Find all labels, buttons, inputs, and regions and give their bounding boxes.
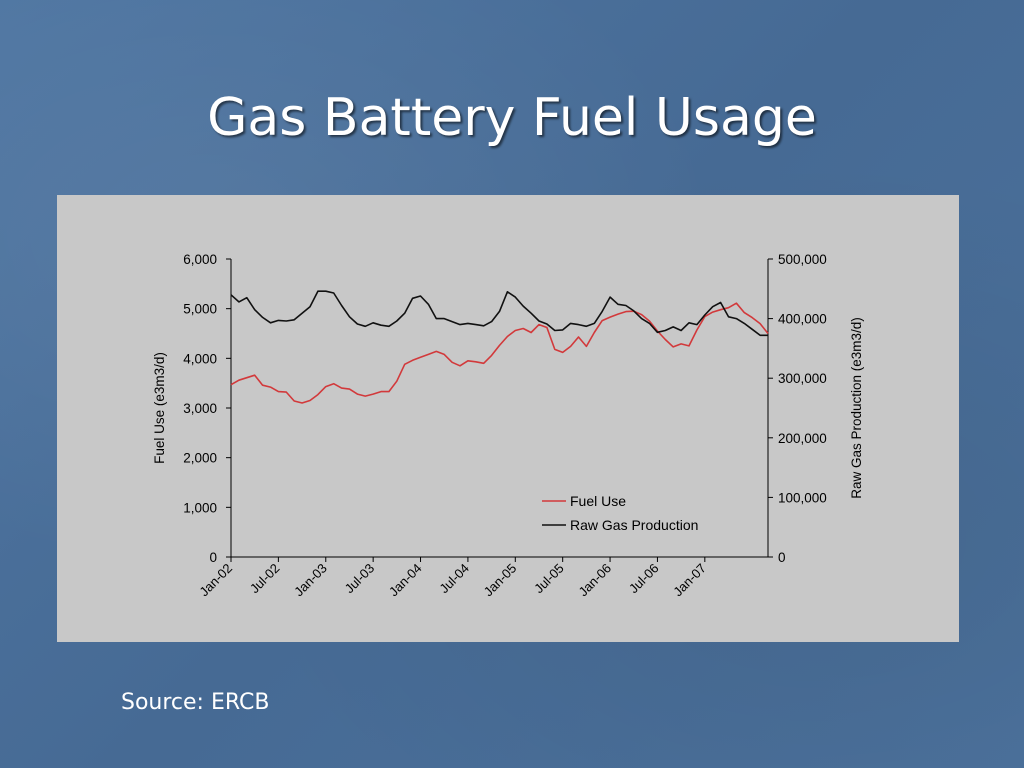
left-tick-label: 5,000 xyxy=(183,302,217,317)
x-tick-label: Jul-02 xyxy=(247,561,283,597)
right-tick-label: 500,000 xyxy=(778,252,827,267)
legend-label: Fuel Use xyxy=(570,493,626,509)
x-tick-label: Jul-04 xyxy=(436,561,472,597)
right-tick-label: 100,000 xyxy=(778,490,827,505)
right-axis-title: Raw Gas Production (e3m3/d) xyxy=(849,317,864,499)
source-note: Source: ERCB xyxy=(121,690,270,715)
x-tick-label: Jan-07 xyxy=(670,561,709,600)
legend: Fuel Use Raw Gas Production xyxy=(542,493,698,533)
x-tick-label: Jul-03 xyxy=(342,561,378,597)
left-tick-label: 0 xyxy=(209,550,217,565)
left-tick-label: 1,000 xyxy=(183,500,217,515)
left-tick-label: 4,000 xyxy=(183,351,217,366)
x-tick-label: Jan-02 xyxy=(196,561,235,600)
raw-gas-production-line xyxy=(230,290,768,337)
left-tick-label: 2,000 xyxy=(183,451,217,466)
legend-label: Raw Gas Production xyxy=(570,517,698,533)
fuel-usage-chart: 6,000 5,000 4,000 3,000 2,000 1,000 0 500,000 40… xyxy=(152,252,864,599)
right-tick-label: 300,000 xyxy=(778,371,827,386)
right-tick-label: 400,000 xyxy=(778,312,827,327)
chart-panel: 6,000 5,000 4,000 3,000 2,000 1,000 0 500,000 40… xyxy=(57,195,959,642)
x-tick-label: Jul-05 xyxy=(531,561,567,597)
x-tick-label: Jul-06 xyxy=(626,561,662,597)
series-layer xyxy=(230,290,769,404)
x-tick-label: Jan-03 xyxy=(291,561,330,600)
fuel-use-line xyxy=(230,302,769,404)
right-tick-label: 200,000 xyxy=(778,431,827,446)
slide-title: Gas Battery Fuel Usage xyxy=(207,88,817,148)
axes-layer: 6,000 5,000 4,000 3,000 2,000 1,000 0 500,000 40… xyxy=(152,252,864,599)
left-axis-title: Fuel Use (e3m3/d) xyxy=(152,352,167,464)
x-tick-label: Jan-04 xyxy=(386,561,425,600)
left-tick-label: 6,000 xyxy=(183,252,217,267)
left-tick-label: 3,000 xyxy=(183,401,217,416)
x-tick-label: Jan-06 xyxy=(575,561,614,600)
x-tick-label: Jan-05 xyxy=(481,561,520,600)
right-tick-label: 0 xyxy=(778,550,786,565)
